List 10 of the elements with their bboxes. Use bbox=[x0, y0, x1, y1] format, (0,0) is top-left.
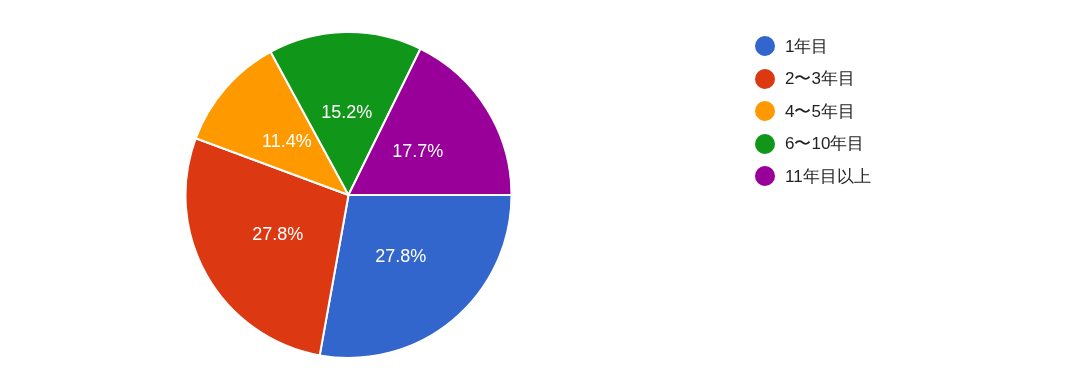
legend-label: 11年目以上 bbox=[785, 165, 871, 188]
data-label: 17.7% bbox=[392, 140, 444, 161]
legend-label: 2〜3年目 bbox=[785, 68, 855, 91]
data-label: 27.8% bbox=[375, 246, 427, 267]
data-label: 15.2% bbox=[321, 102, 373, 123]
data-label: 27.8% bbox=[252, 224, 304, 245]
legend-label: 4〜5年目 bbox=[785, 100, 855, 123]
legend-label: 6〜10年目 bbox=[785, 133, 865, 156]
legend-label: 1年目 bbox=[785, 35, 829, 58]
data-label: 11.4% bbox=[262, 130, 312, 151]
